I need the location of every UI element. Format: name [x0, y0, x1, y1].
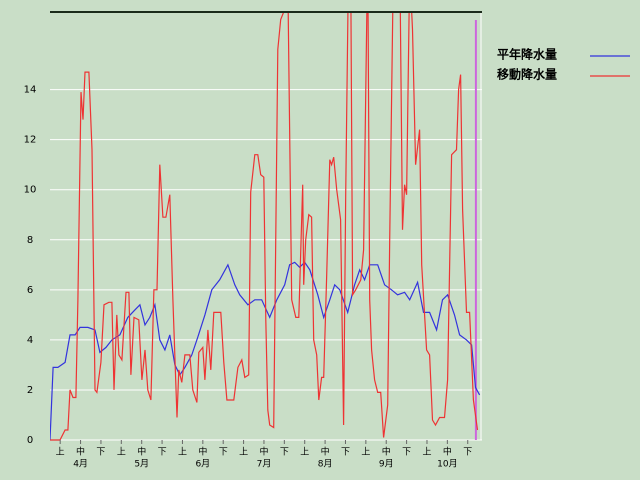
y-tick-label: 12 [24, 135, 37, 146]
y-tick-label: 4 [27, 335, 33, 346]
x-tick-label: 上 [178, 447, 187, 458]
month-label: 7月 [257, 459, 272, 470]
x-tick-label: 下 [402, 448, 411, 458]
x-tick-label: 下 [280, 448, 289, 458]
month-label: 8月 [318, 459, 333, 470]
month-label: 10月 [437, 459, 457, 470]
x-tick-label: 中 [321, 446, 330, 458]
legend-label: 移動降水量 [497, 67, 557, 82]
x-tick-label: 下 [158, 448, 167, 458]
x-tick-label: 上 [239, 447, 248, 458]
grid [50, 12, 482, 441]
x-tick-label: 中 [137, 446, 146, 458]
y-tick-label: 6 [27, 285, 33, 296]
x-tick-label: 中 [382, 446, 391, 458]
month-label: 9月 [379, 459, 394, 470]
x-tick-label: 中 [259, 446, 268, 458]
x-tick-label: 中 [198, 446, 207, 458]
x-tick-label: 上 [300, 447, 309, 458]
y-tick-label: 8 [27, 235, 33, 246]
x-tick-label: 上 [361, 447, 370, 458]
series-line [50, 12, 479, 441]
month-label: 5月 [134, 459, 149, 470]
y-tick-label: 14 [24, 85, 37, 96]
x-tick-label: 下 [341, 448, 350, 458]
month-label: 6月 [195, 459, 210, 470]
x-tick-label: 下 [219, 448, 228, 458]
y-tick-label: 2 [27, 385, 33, 396]
x-tick-label: 上 [422, 447, 431, 458]
legend-label: 平年降水量 [497, 47, 557, 62]
month-label: 4月 [73, 459, 88, 470]
y-tick-label: 10 [24, 185, 37, 196]
x-tick-label: 下 [463, 448, 472, 458]
plot-area [50, 12, 481, 441]
x-tick-label: 上 [56, 447, 65, 458]
x-tick-label: 下 [96, 448, 105, 458]
x-tick-label: 中 [76, 446, 85, 458]
x-tick-label: 上 [117, 447, 126, 458]
y-tick-label: 0 [27, 435, 33, 446]
x-tick-label: 中 [443, 446, 452, 458]
labels: 02468101214上中下上中下上中下上中下上中下上中下上中下4月 5月 6月 7月… [24, 47, 630, 470]
